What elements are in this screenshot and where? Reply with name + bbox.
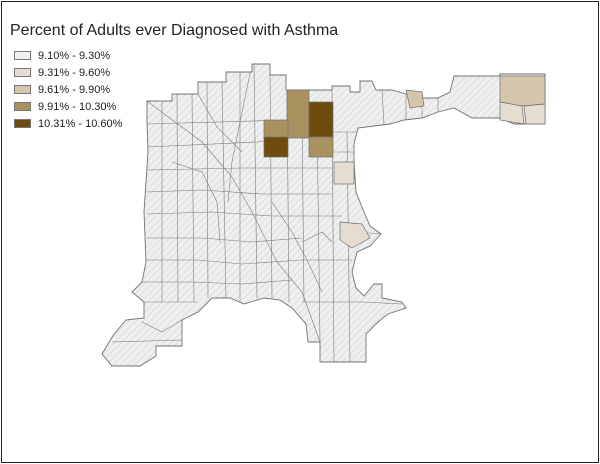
tract-clayton (308, 136, 334, 158)
tract-dia-north (499, 75, 546, 107)
legend-label-3: 9.61% - 9.90% (38, 83, 111, 96)
legend-item-2: 9.31% - 9.60% (14, 64, 122, 81)
neighborhood-boundaries (111, 64, 439, 363)
map-legend: 9.10% - 9.30% 9.31% - 9.60% 9.61% - 9.90… (14, 47, 122, 132)
map-title: Percent of Adults ever Diagnosed with As… (10, 22, 339, 39)
tract-five-points-north (263, 119, 289, 138)
legend-item-5: 10.31% - 10.60% (14, 115, 122, 132)
legend-label-1: 9.10% - 9.30% (38, 49, 111, 62)
tract-east-colfax (339, 221, 371, 249)
tract-northeast-park-hill (333, 161, 355, 185)
legend-label-5: 10.31% - 10.60% (38, 117, 123, 130)
legend-swatch-4 (14, 102, 31, 111)
legend-label-2: 9.31% - 9.60% (38, 66, 111, 79)
legend-swatch-3 (14, 85, 31, 94)
legend-label-4: 9.91% - 10.30% (38, 100, 117, 113)
tract-whittier (263, 136, 289, 158)
shaded-neighborhoods (263, 75, 546, 249)
legend-item-1: 9.10% - 9.30% (14, 47, 122, 64)
tract-montbello-west (405, 89, 425, 109)
legend-swatch-2 (14, 68, 31, 77)
legend-swatch-1 (14, 51, 31, 60)
legend-item-4: 9.91% - 10.30% (14, 98, 122, 115)
tract-dia-southeast (523, 103, 546, 125)
legend-swatch-5 (14, 119, 31, 128)
tract-dia-southwest (499, 101, 525, 125)
tract-elyria-swansea (308, 101, 334, 138)
legend-item-3: 9.61% - 9.90% (14, 81, 122, 98)
tract-cole (286, 89, 310, 139)
